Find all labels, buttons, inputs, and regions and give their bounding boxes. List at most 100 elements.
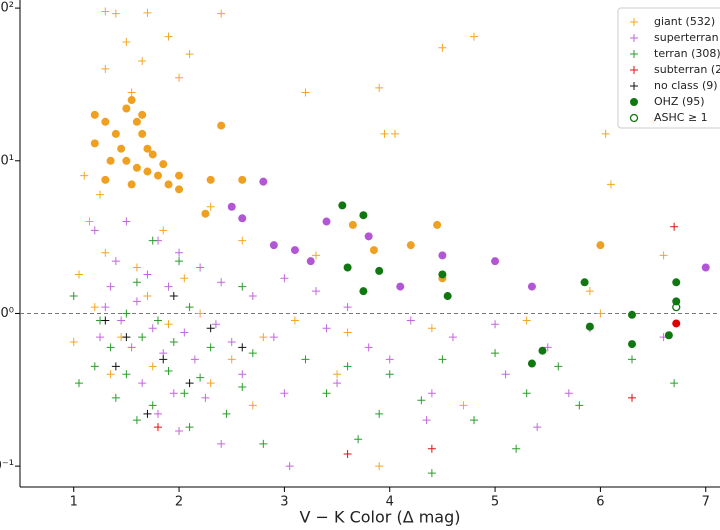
circle-marker: [143, 144, 152, 153]
circle-marker: [138, 110, 147, 119]
circle-marker: [127, 180, 136, 189]
plus-marker: [122, 217, 131, 226]
legend-label: subterran (2: [654, 63, 720, 76]
circle-marker: [664, 331, 673, 340]
plus-marker: [470, 416, 479, 425]
circle-marker: [701, 263, 710, 272]
plus-marker: [132, 416, 141, 425]
plus-marker: [343, 303, 352, 312]
plus-marker: [111, 362, 120, 371]
plus-marker: [180, 389, 189, 398]
plus-marker: [164, 366, 173, 375]
plus-marker: [628, 393, 637, 402]
plus-marker: [606, 180, 615, 189]
circle-marker: [343, 263, 352, 272]
plus-marker: [101, 303, 110, 312]
circle-marker: [359, 287, 368, 296]
legend-label: terran (308): [654, 47, 720, 60]
circle-marker: [628, 340, 637, 349]
circle-marker: [259, 177, 268, 186]
plus-marker: [222, 409, 231, 418]
plus-marker: [69, 338, 78, 347]
plus-marker: [343, 362, 352, 371]
plus-marker: [169, 292, 178, 301]
circle-marker: [90, 139, 99, 148]
plus-marker: [491, 349, 500, 358]
plus-marker: [575, 401, 584, 410]
circle-marker: [227, 202, 236, 211]
plus-marker: [285, 462, 294, 471]
plus-marker: [111, 9, 120, 18]
plus-marker: [290, 316, 299, 325]
plus-marker: [354, 435, 363, 444]
plus-marker: [185, 50, 194, 59]
circle-marker: [585, 322, 594, 331]
plus-marker: [90, 226, 99, 235]
plus-marker: [238, 382, 247, 391]
plus-marker: [301, 355, 310, 364]
plus-marker: [448, 333, 457, 342]
x-tick-label: 6: [596, 495, 604, 510]
circle-marker: [443, 292, 452, 301]
plus-marker: [248, 349, 257, 358]
plus-marker: [122, 309, 131, 318]
plus-marker: [670, 379, 679, 388]
plus-marker: [217, 9, 226, 18]
plus-marker: [585, 287, 594, 296]
plus-marker: [628, 355, 637, 364]
plus-marker: [206, 202, 215, 211]
circle-marker: [175, 185, 184, 194]
plus-marker: [175, 73, 184, 82]
plus-marker: [491, 320, 500, 329]
plus-marker: [427, 469, 436, 478]
plus-marker: [175, 426, 184, 435]
y-tick-label: 10⁰: [0, 306, 14, 321]
plus-marker: [106, 370, 115, 379]
circle-marker: [396, 282, 405, 291]
plus-marker: [127, 88, 136, 97]
circle-marker: [580, 278, 589, 287]
plus-marker: [417, 396, 426, 405]
plus-marker: [169, 338, 178, 347]
y-tick-label: 10⁻¹: [0, 459, 14, 474]
plus-marker: [543, 343, 552, 352]
legend-label: OHZ (95): [654, 95, 705, 108]
plus-marker: [470, 32, 479, 41]
plus-marker: [259, 333, 268, 342]
plus-marker: [364, 343, 373, 352]
open-circle-marker: [672, 302, 681, 312]
plus-marker: [143, 8, 152, 17]
plus-marker: [90, 362, 99, 371]
circle-marker: [122, 156, 131, 165]
circle-marker: [438, 251, 447, 260]
plus-marker: [406, 316, 415, 325]
circle-marker: [527, 282, 536, 291]
plus-marker: [206, 343, 215, 352]
circle-marker: [153, 171, 162, 180]
plus-marker: [111, 257, 120, 266]
plus-marker: [427, 389, 436, 398]
plus-marker: [159, 226, 168, 235]
plus-marker: [180, 328, 189, 337]
plus-marker: [459, 401, 468, 410]
circle-marker: [630, 98, 638, 106]
plus-marker: [180, 274, 189, 283]
plus-marker: [280, 274, 289, 283]
plus-marker: [117, 316, 126, 325]
plus-marker: [85, 217, 94, 226]
x-axis-label: V − K Color (Δ mag): [299, 508, 460, 527]
circle-marker: [201, 209, 210, 218]
plus-marker: [554, 362, 563, 371]
plus-marker: [175, 257, 184, 266]
plus-marker: [343, 450, 352, 459]
plus-marker: [227, 355, 236, 364]
plus-marker: [438, 355, 447, 364]
plus-marker: [501, 370, 510, 379]
plus-marker: [322, 324, 331, 333]
plus-marker: [90, 303, 99, 312]
plus-marker: [138, 57, 147, 66]
circle-marker: [132, 163, 141, 172]
plus-marker: [427, 444, 436, 453]
legend-box: [617, 7, 720, 129]
